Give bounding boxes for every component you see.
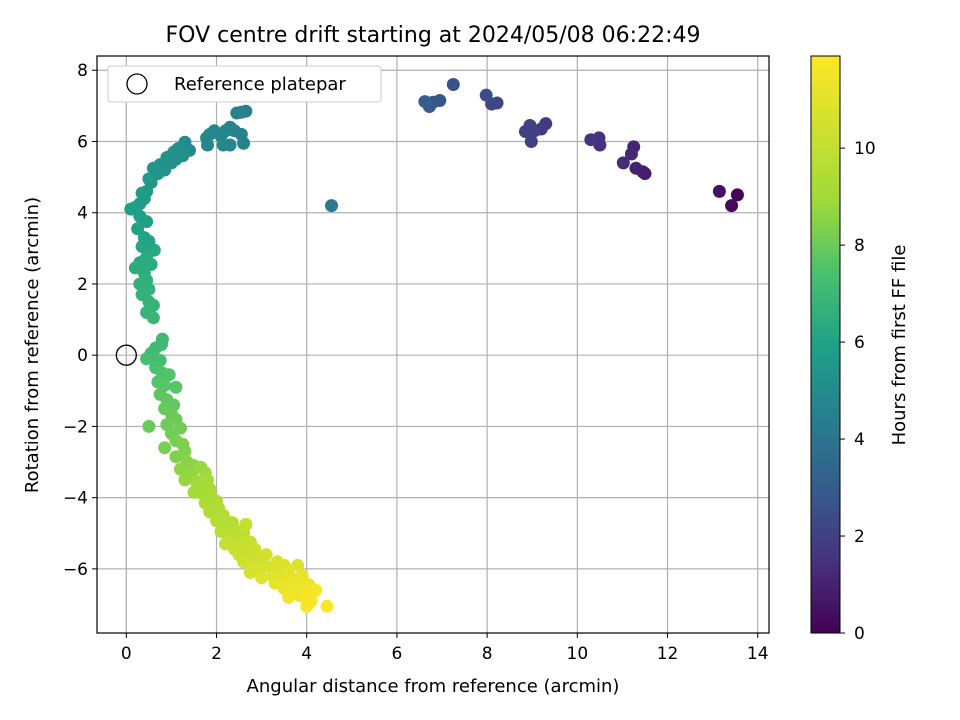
- data-point: [300, 599, 314, 613]
- data-point: [282, 590, 296, 604]
- data-point: [524, 134, 538, 148]
- data-point: [325, 199, 339, 213]
- y-tick-label: −4: [63, 489, 88, 509]
- x-tick-label: 10: [567, 644, 589, 664]
- x-tick-label: 6: [392, 644, 403, 664]
- data-point: [282, 564, 296, 578]
- data-point: [518, 125, 532, 139]
- data-point: [140, 352, 154, 366]
- data-point: [158, 441, 172, 455]
- data-point: [309, 583, 323, 597]
- scatter-points: [124, 77, 744, 613]
- reference-marker-group: [115, 344, 137, 366]
- x-tick-label: 2: [211, 644, 222, 664]
- data-point: [200, 131, 214, 145]
- data-point: [162, 368, 176, 382]
- x-tick-label: 8: [482, 644, 493, 664]
- y-axis-label: Rotation from reference (arcmin): [22, 197, 43, 493]
- data-point: [616, 156, 630, 170]
- colorbar-gradient: [810, 55, 841, 634]
- data-point: [146, 161, 160, 175]
- data-point: [712, 184, 726, 198]
- data-point: [203, 505, 217, 519]
- legend: Reference platepar: [107, 65, 382, 103]
- colorbar-tick-label: 6: [854, 333, 865, 353]
- data-point: [169, 450, 183, 464]
- data-point: [629, 161, 643, 175]
- data-point: [146, 311, 160, 325]
- data-point: [320, 599, 334, 613]
- colorbar-tick-label: 4: [854, 430, 865, 450]
- data-point: [479, 88, 493, 102]
- legend-entry-label: Reference platepar: [174, 74, 346, 95]
- x-tick-label: 12: [657, 644, 679, 664]
- y-tick-label: 6: [77, 132, 88, 152]
- data-point: [255, 571, 269, 585]
- data-point: [131, 222, 145, 236]
- data-point: [584, 133, 598, 147]
- y-tick-label: −2: [63, 417, 88, 437]
- data-point: [730, 188, 744, 202]
- x-tick-label: 14: [747, 644, 769, 664]
- colorbar-ticks: 0 2 4 6 8 10: [840, 139, 876, 644]
- data-point: [725, 199, 739, 213]
- data-point: [169, 380, 183, 394]
- data-point: [295, 569, 309, 583]
- data-point: [418, 95, 432, 109]
- data-point: [135, 186, 149, 200]
- data-point: [446, 77, 460, 91]
- data-point: [142, 172, 156, 186]
- data-point: [140, 215, 154, 229]
- y-tick-label: 0: [77, 346, 88, 366]
- data-point: [624, 147, 638, 161]
- colorbar-tick-label: 8: [854, 236, 865, 256]
- colorbar: 0 2 4 6 8 10 Hours from first FF file: [810, 55, 910, 644]
- x-tick-label: 0: [121, 644, 132, 664]
- colorbar-tick-label: 10: [854, 139, 876, 159]
- data-point: [230, 106, 244, 120]
- colorbar-label: Hours from first FF file: [889, 245, 910, 446]
- y-tick-label: −6: [63, 560, 88, 580]
- legend-marker-icon: [126, 73, 148, 95]
- y-tick-label: 2: [77, 275, 88, 295]
- plot-frame: [96, 55, 770, 634]
- data-point: [239, 517, 253, 531]
- y-tick-label: 4: [77, 204, 88, 224]
- data-point: [259, 548, 273, 562]
- reference-marker: [115, 344, 137, 366]
- y-tick-label: 8: [77, 61, 88, 81]
- colorbar-tick-label: 0: [854, 624, 865, 644]
- x-tick-label: 4: [301, 644, 312, 664]
- data-point: [173, 462, 187, 476]
- legend-box: [107, 65, 382, 103]
- plot-area: [96, 55, 770, 634]
- data-point: [142, 419, 156, 433]
- grid-lines: [97, 56, 769, 633]
- x-axis-label: Angular distance from reference (arcmin): [247, 676, 620, 697]
- colorbar-tick-label: 2: [854, 527, 865, 547]
- x-axis-ticks: 0 2 4 6 8 10 12 14: [121, 633, 769, 664]
- data-point: [124, 202, 138, 216]
- data-point: [178, 473, 192, 487]
- y-axis-ticks: −6 −4 −2 0 2 4 6 8: [63, 61, 97, 580]
- chart-title: FOV centre drift starting at 2024/05/08 …: [166, 23, 701, 48]
- data-point: [144, 257, 158, 271]
